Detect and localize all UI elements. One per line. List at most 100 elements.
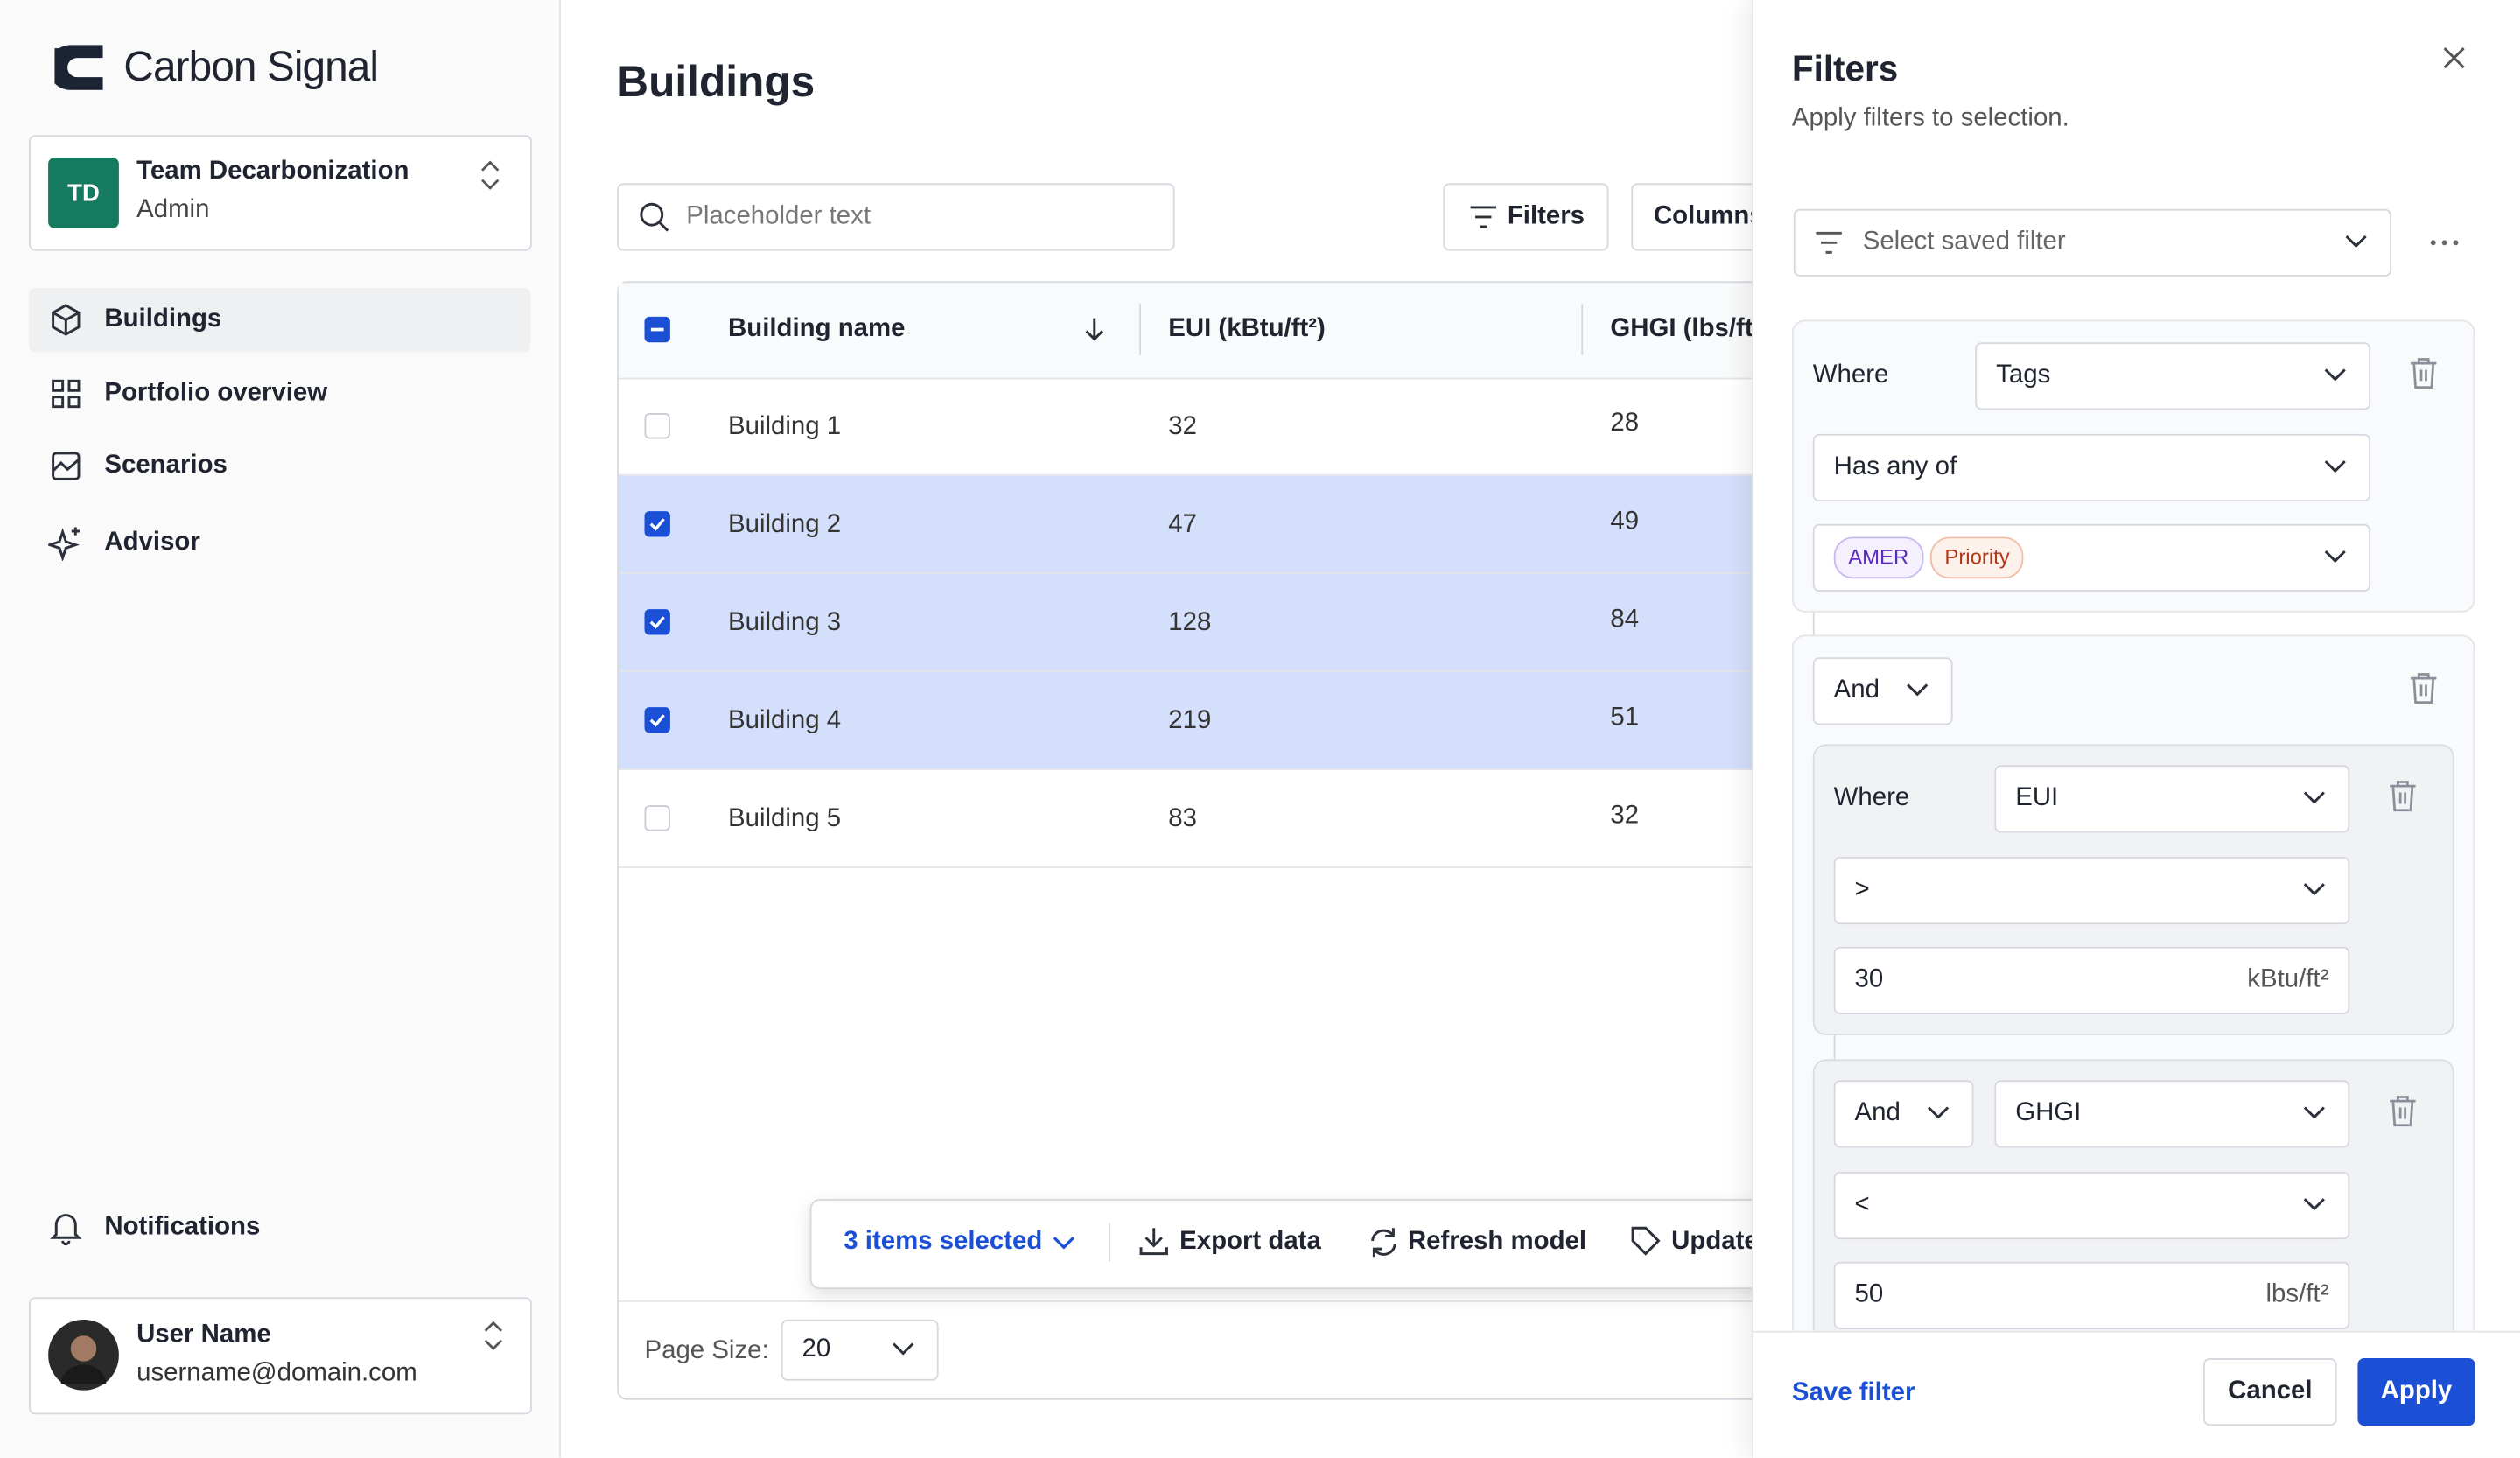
divider xyxy=(1109,1223,1111,1262)
delete-icon[interactable] xyxy=(2388,780,2417,812)
page-size-value: 20 xyxy=(802,1335,831,1363)
delete-icon[interactable] xyxy=(2409,357,2438,389)
value-text: 30 xyxy=(1854,965,1884,994)
table-row[interactable] xyxy=(619,475,1841,574)
filters-button[interactable] xyxy=(1443,183,1609,251)
search-icon xyxy=(640,202,669,232)
column-divider xyxy=(1581,304,1584,355)
chevron xyxy=(2303,1197,2326,1210)
table-row[interactable] xyxy=(619,770,1841,868)
nav-label[interactable]: Scenarios xyxy=(104,452,228,480)
nav-icon xyxy=(52,304,80,336)
check xyxy=(649,714,665,727)
column-header[interactable]: Building name xyxy=(728,314,906,343)
action-label[interactable]: Export data xyxy=(1180,1228,1321,1256)
tag-pill[interactable]: AMER xyxy=(1833,536,1923,579)
row-checkbox[interactable] xyxy=(644,413,670,439)
connector xyxy=(1812,612,1815,635)
field-select[interactable]: EUI xyxy=(1994,765,2350,833)
table-cell: 84 xyxy=(1610,606,1640,634)
nav-item[interactable] xyxy=(29,287,531,353)
row-checkbox[interactable] xyxy=(644,511,670,537)
filter-icon xyxy=(1816,231,1842,254)
team-avatar: TD xyxy=(48,157,119,228)
row-checkbox[interactable] xyxy=(644,805,670,831)
team-name: Team Decarbonization xyxy=(136,157,410,186)
unit: lbs/ft² xyxy=(2265,1280,2329,1309)
logo xyxy=(54,45,103,90)
saved-filter-select[interactable]: Select saved filter xyxy=(1793,208,2392,277)
page-title: Buildings xyxy=(617,58,816,107)
conjunction-select[interactable]: And xyxy=(1833,1080,1974,1148)
field-value: GHGI xyxy=(2015,1099,2082,1127)
download-icon xyxy=(1139,1228,1168,1256)
page-size-select[interactable]: 20 xyxy=(780,1319,939,1381)
cancel-button[interactable]: Cancel xyxy=(2203,1358,2337,1426)
column-header[interactable]: GHGI (lbs/ft²) xyxy=(1610,314,1771,343)
action-label[interactable]: Update xyxy=(1671,1228,1759,1256)
column-header[interactable]: EUI (kBtu/ft²) xyxy=(1168,314,1326,343)
bell-icon xyxy=(50,1214,82,1246)
operator-select[interactable]: Has any of xyxy=(1812,433,2371,502)
operator-select[interactable]: > xyxy=(1833,856,2350,925)
chevron xyxy=(1053,1237,1075,1250)
field-select[interactable]: Tags xyxy=(1975,342,2371,410)
apply-button[interactable]: Apply xyxy=(2357,1358,2475,1426)
table-cell: 219 xyxy=(1168,707,1212,735)
saved-filter-placeholder: Select saved filter xyxy=(1862,228,2066,256)
delete-icon[interactable] xyxy=(2409,672,2438,704)
field-value: Tags xyxy=(1996,361,2051,389)
button-label[interactable]: Filters xyxy=(1507,202,1586,230)
condition-label: Where xyxy=(1833,784,1910,812)
row-checkbox[interactable] xyxy=(644,707,670,733)
more-icon[interactable] xyxy=(2428,238,2460,248)
filter-icon xyxy=(1470,206,1496,228)
chevron xyxy=(2303,791,2326,804)
table-cell: Building 5 xyxy=(728,805,842,833)
conjunction-value: And xyxy=(1833,676,1880,704)
user-name: User Name xyxy=(136,1321,271,1349)
table-row[interactable] xyxy=(619,671,1841,770)
table-cell: Building 2 xyxy=(728,511,842,539)
search-input[interactable] xyxy=(617,183,1175,251)
nav-icon xyxy=(48,527,80,562)
value-input[interactable]: 30 kBtu/ft² xyxy=(1833,946,2350,1014)
table-cell: 32 xyxy=(1610,802,1640,830)
table-cell: Building 4 xyxy=(728,707,842,735)
save-filter[interactable]: Save filter xyxy=(1791,1378,1915,1407)
user-avatar xyxy=(48,1319,119,1391)
table-row[interactable] xyxy=(619,573,1841,672)
sort-icon[interactable] xyxy=(1083,317,1106,342)
switch-icon xyxy=(484,1321,503,1350)
table-header xyxy=(619,283,1841,380)
tag-pill[interactable]: Priority xyxy=(1929,536,2025,579)
field-select[interactable]: GHGI xyxy=(1994,1080,2350,1148)
nav-label[interactable]: Buildings xyxy=(104,305,222,333)
conjunction-select[interactable]: And xyxy=(1812,657,1953,725)
table-row[interactable] xyxy=(619,378,1841,476)
value-input[interactable]: 50 lbs/ft² xyxy=(1833,1261,2350,1329)
chevron xyxy=(2303,882,2326,895)
notifications[interactable]: Notifications xyxy=(104,1213,261,1241)
switch-icon xyxy=(481,160,500,190)
selection-count[interactable]: 3 items selected xyxy=(844,1228,1043,1256)
table-cell: 51 xyxy=(1610,704,1640,732)
action-label[interactable]: Refresh model xyxy=(1407,1228,1587,1256)
close-icon[interactable] xyxy=(2443,46,2466,69)
nav-label[interactable]: Portfolio overview xyxy=(104,379,328,407)
row-checkbox[interactable] xyxy=(644,609,670,635)
search-placeholder: Placeholder text xyxy=(686,202,872,230)
chevron xyxy=(1906,683,1928,697)
table-cell: 47 xyxy=(1168,511,1197,539)
chevron xyxy=(2324,368,2347,382)
delete-icon[interactable] xyxy=(2388,1095,2417,1127)
table-cell: Building 3 xyxy=(728,609,842,637)
table-cell: 128 xyxy=(1168,609,1212,637)
nav-icon xyxy=(52,379,80,409)
nav-icon xyxy=(52,452,80,480)
button-label[interactable]: Columns xyxy=(1653,202,1764,230)
nav-label[interactable]: Advisor xyxy=(104,529,200,557)
operator-select[interactable]: < xyxy=(1833,1171,2350,1240)
select-all[interactable] xyxy=(644,316,670,343)
